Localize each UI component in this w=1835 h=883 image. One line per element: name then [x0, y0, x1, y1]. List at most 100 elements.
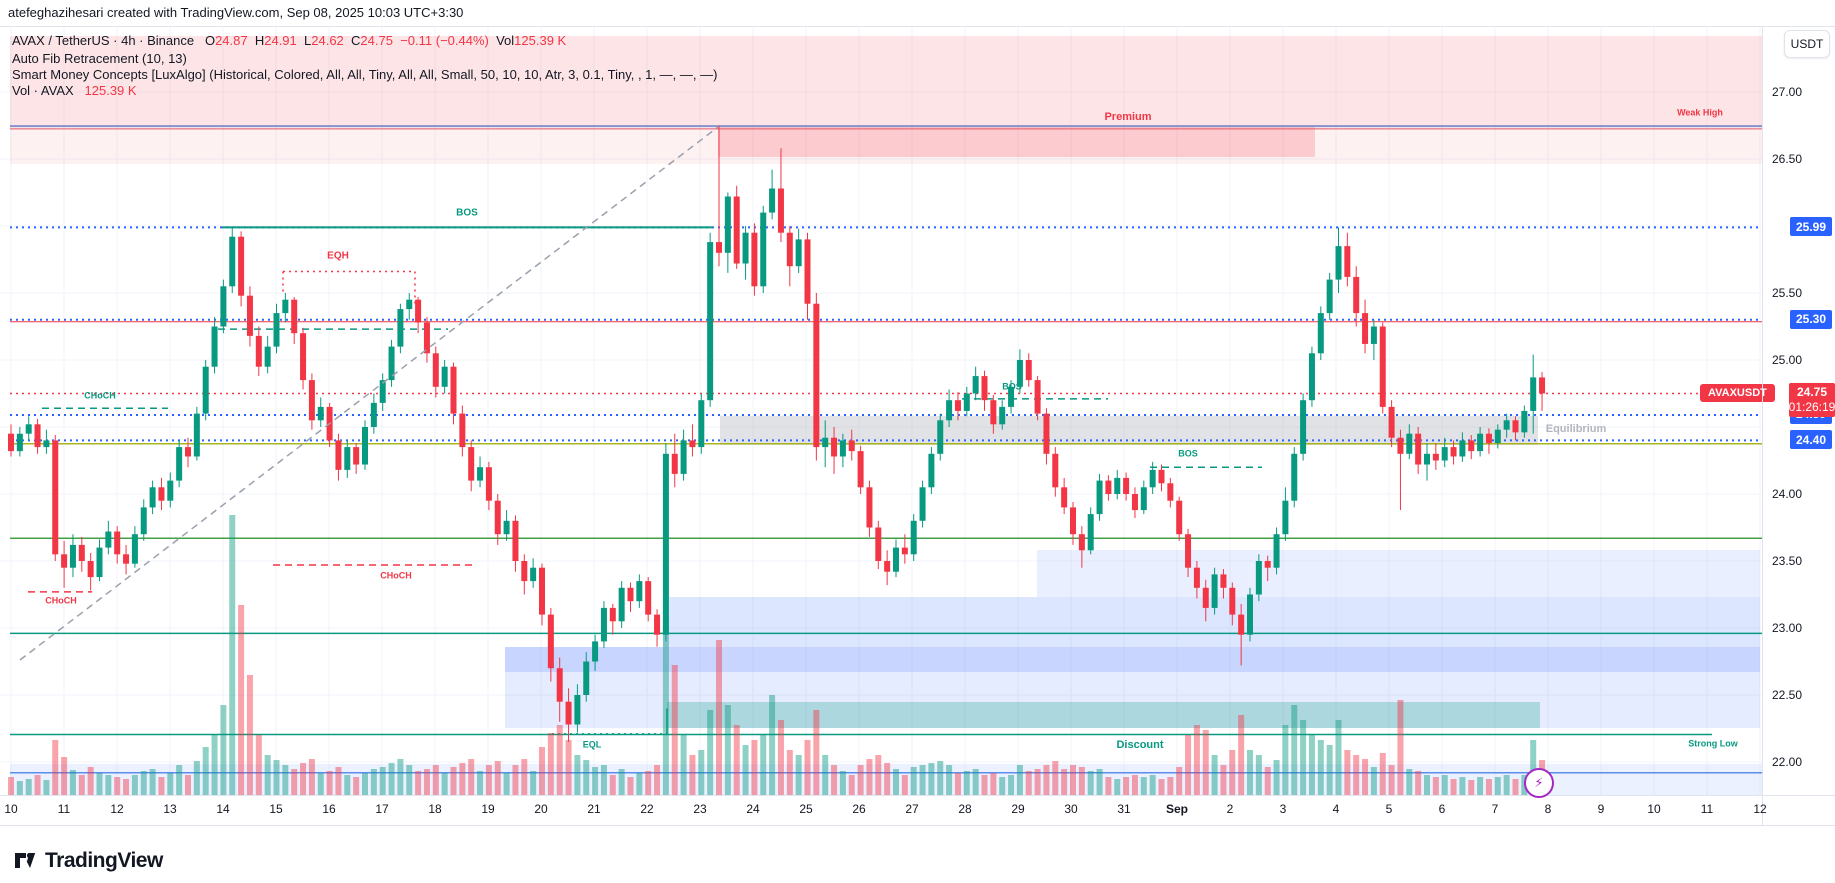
candle-body[interactable] — [1459, 440, 1466, 457]
candle-body[interactable] — [87, 561, 94, 578]
candle-body[interactable] — [609, 607, 616, 622]
candle-body[interactable] — [1477, 433, 1484, 452]
candle-body[interactable] — [459, 413, 466, 448]
candle-body[interactable] — [1193, 567, 1200, 588]
candle-body[interactable] — [1468, 440, 1475, 452]
candle-body[interactable] — [1140, 487, 1147, 511]
candle-body[interactable] — [1211, 574, 1218, 608]
candle-body[interactable] — [353, 447, 360, 465]
candle-body[interactable] — [1273, 534, 1280, 568]
candle-body[interactable] — [795, 239, 802, 267]
candle-body[interactable] — [937, 420, 944, 454]
candle-body[interactable] — [990, 400, 997, 425]
candle-body[interactable] — [1238, 614, 1245, 635]
candle-body[interactable] — [786, 232, 793, 267]
candle-body[interactable] — [662, 453, 669, 635]
candle-body[interactable] — [220, 286, 227, 327]
candle-body[interactable] — [866, 487, 873, 528]
candle-body[interactable] — [848, 440, 855, 452]
candle-body[interactable] — [689, 440, 696, 448]
candle-body[interactable] — [1415, 433, 1422, 465]
candle-body[interactable] — [884, 561, 891, 572]
legend-smc-row[interactable]: Smart Money Concepts [LuxAlgo] (Historic… — [12, 67, 717, 82]
candle-body[interactable] — [1043, 413, 1050, 454]
candle-body[interactable] — [123, 554, 130, 564]
candle-body[interactable] — [1335, 246, 1342, 280]
tradingview-logo[interactable]: TradingView — [14, 848, 163, 873]
candle-body[interactable] — [1202, 587, 1209, 608]
candle-body[interactable] — [344, 447, 351, 470]
candle-body[interactable] — [512, 520, 519, 561]
candle-body[interactable] — [600, 607, 607, 642]
candle-body[interactable] — [494, 500, 501, 535]
candle-body[interactable] — [1096, 480, 1103, 515]
candle-body[interactable] — [1167, 483, 1174, 501]
candle-body[interactable] — [158, 487, 165, 501]
candle-body[interactable] — [521, 561, 528, 582]
candle-body[interactable] — [335, 440, 342, 470]
candle-body[interactable] — [450, 366, 457, 414]
candle-body[interactable] — [1344, 246, 1351, 277]
candle-body[interactable] — [96, 547, 103, 578]
candle-body[interactable] — [43, 440, 50, 448]
candle-body[interactable] — [981, 376, 988, 401]
candle-body[interactable] — [901, 547, 908, 555]
candle-body[interactable] — [751, 232, 758, 287]
candle-body[interactable] — [1264, 561, 1271, 568]
candle-body[interactable] — [654, 614, 661, 635]
candle-body[interactable] — [857, 451, 864, 488]
candle-body[interactable] — [1362, 313, 1369, 344]
candle-body[interactable] — [742, 232, 749, 264]
candle-body[interactable] — [1061, 487, 1068, 508]
candle-body[interactable] — [1255, 561, 1262, 595]
candle-body[interactable] — [1149, 469, 1156, 488]
candle-body[interactable] — [61, 554, 68, 568]
candle-body[interactable] — [1220, 574, 1227, 588]
candle-body[interactable] — [477, 467, 484, 481]
candle-body[interactable] — [999, 406, 1006, 425]
candle-body[interactable] — [928, 453, 935, 488]
candle-body[interactable] — [441, 366, 448, 387]
candle-body[interactable] — [583, 661, 590, 696]
candle-body[interactable] — [1034, 380, 1041, 414]
legend-symbol-row[interactable]: AVAX / TetherUS · 4h · Binance O24.87 H2… — [12, 33, 566, 48]
candle-body[interactable] — [1424, 453, 1430, 465]
candle-body[interactable] — [556, 668, 563, 702]
candle-body[interactable] — [1282, 500, 1289, 535]
candle-body[interactable] — [264, 346, 271, 367]
candle-body[interactable] — [1539, 377, 1546, 394]
candle-body[interactable] — [645, 581, 652, 615]
candle-body[interactable] — [273, 313, 280, 347]
candle-body[interactable] — [432, 353, 439, 387]
candle-body[interactable] — [25, 424, 32, 434]
candle-body[interactable] — [893, 547, 899, 572]
candle-body[interactable] — [1052, 453, 1059, 488]
candle-body[interactable] — [716, 242, 722, 253]
candle-body[interactable] — [777, 188, 784, 233]
candle-body[interactable] — [105, 531, 112, 548]
candle-body[interactable] — [16, 433, 23, 452]
candle-body[interactable] — [229, 236, 236, 287]
candle-body[interactable] — [698, 400, 705, 448]
candle-body[interactable] — [202, 366, 209, 414]
candle-body[interactable] — [680, 440, 687, 474]
candle-body[interactable] — [963, 393, 970, 411]
candle-body[interactable] — [308, 380, 315, 421]
candle-body[interactable] — [592, 641, 599, 662]
candle-body[interactable] — [822, 437, 829, 448]
candle-body[interactable] — [1370, 326, 1377, 344]
candle-body[interactable] — [282, 299, 289, 314]
candle-body[interactable] — [1300, 400, 1307, 454]
candle-body[interactable] — [255, 335, 262, 367]
candle-body[interactable] — [176, 447, 183, 481]
candle-body[interactable] — [1291, 453, 1298, 501]
dashed-trendline[interactable] — [19, 126, 719, 661]
candle-body[interactable] — [1016, 360, 1023, 387]
candle-body[interactable] — [1521, 410, 1528, 433]
candle-body[interactable] — [246, 295, 253, 336]
quick-trade-lightning-button[interactable]: ⚡ — [1524, 768, 1554, 798]
candle-body[interactable] — [406, 299, 413, 310]
candle-body[interactable] — [1379, 326, 1386, 407]
candle-body[interactable] — [149, 487, 156, 508]
